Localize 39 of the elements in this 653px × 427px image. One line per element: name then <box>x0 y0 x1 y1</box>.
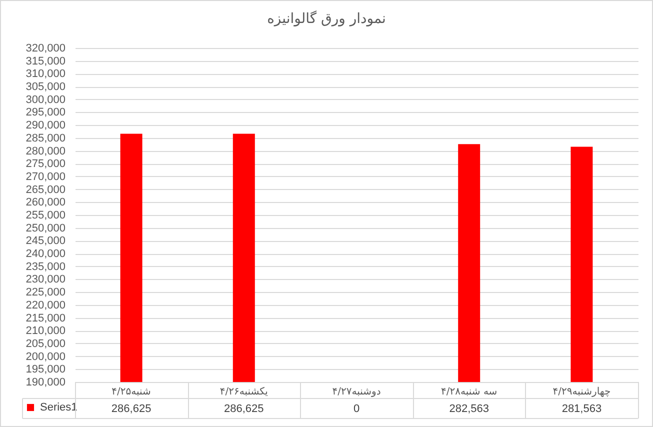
y-tick-label: 250,000 <box>26 222 66 234</box>
data-label: 286,625 <box>224 403 264 415</box>
x-tick-label: سه شنبه۴/۲۸ <box>441 386 498 398</box>
data-label: 286,625 <box>111 403 152 415</box>
y-tick-label: 280,000 <box>26 145 66 158</box>
y-tick-label: 290,000 <box>26 120 66 132</box>
y-tick-label: 275,000 <box>26 158 66 170</box>
y-tick-label: 230,000 <box>26 274 66 286</box>
y-tick-label: 320,000 <box>26 42 66 54</box>
y-tick-label: 315,000 <box>26 55 66 68</box>
x-tick-label: یکشنبه۴/۲۶ <box>220 386 268 398</box>
text: 0 <box>353 403 360 415</box>
y-tick-label: 255,000 <box>26 210 66 222</box>
y-tick-label: 270,000 <box>26 170 66 183</box>
y-tick-label: 190,000 <box>26 376 66 388</box>
y-tick-label: 285,000 <box>26 132 66 144</box>
data-label: 282,563 <box>449 403 489 415</box>
y-tick-label: 260,000 <box>26 196 66 209</box>
y-tick-label: 220,000 <box>26 299 66 312</box>
y-tick-label: 210,000 <box>26 325 66 338</box>
x-tick-label: دوشنبه۴/۲۷ <box>332 386 381 398</box>
x-tick-label: چهارشنبه۴/۲۹ <box>552 386 611 398</box>
y-tick-label: 265,000 <box>26 184 66 196</box>
y-tick-label: 295,000 <box>26 106 66 119</box>
chart-title: نمودار ورق گالوانیزه <box>267 10 386 27</box>
legend-label: Series1 <box>40 402 78 414</box>
x-tick-label: شنبه۴/۲۵ <box>112 386 151 398</box>
y-tick-label: 240,000 <box>26 248 66 260</box>
y-tick-label: 300,000 <box>26 94 66 106</box>
y-tick-label: 215,000 <box>26 312 66 324</box>
data-label: 281,563 <box>562 403 602 415</box>
y-tick-label: 205,000 <box>26 338 66 350</box>
y-tick-label: 305,000 <box>26 81 66 94</box>
y-tick-label: 200,000 <box>26 350 66 363</box>
y-tick-label: 245,000 <box>26 235 66 248</box>
y-tick-label: 195,000 <box>26 364 66 376</box>
y-tick-label: 225,000 <box>26 286 66 299</box>
y-tick-label: 235,000 <box>26 260 66 273</box>
y-tick-label: 310,000 <box>26 68 66 80</box>
